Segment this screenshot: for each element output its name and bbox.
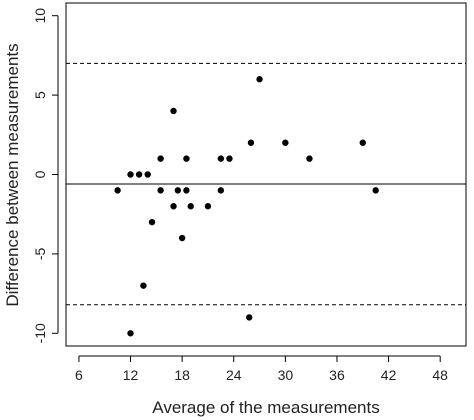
data-point (187, 203, 194, 210)
x-axis: 6 12 18 24 30 36 42 48 (75, 355, 448, 383)
data-point (144, 171, 151, 178)
y-tick-label: 5 (32, 91, 48, 99)
reference-lines (66, 62, 466, 306)
x-axis-title: Average of the measurements (152, 398, 379, 417)
x-tick-label: 30 (278, 367, 294, 383)
y-tick-label: 0 (32, 170, 48, 178)
x-tick-label: 42 (381, 367, 397, 383)
data-point (157, 187, 164, 194)
x-tick-label: 48 (432, 367, 448, 383)
data-point (246, 314, 253, 321)
data-point (148, 218, 156, 226)
data-point (204, 203, 212, 210)
data-point (178, 234, 186, 242)
y-tick-label: -10 (32, 323, 48, 343)
x-tick-label: 6 (75, 367, 83, 383)
x-tick-label: 18 (174, 367, 190, 383)
data-point (256, 76, 263, 83)
data-point (140, 282, 147, 289)
data-point (127, 171, 134, 178)
data-points (114, 76, 379, 337)
data-point (282, 139, 289, 146)
data-point (359, 139, 366, 146)
data-point (127, 330, 134, 337)
data-point (170, 203, 177, 210)
y-axis: -10 -5 0 5 10 (32, 8, 59, 343)
x-tick-label: 24 (226, 367, 242, 383)
data-point (183, 187, 190, 194)
y-tick-label: -5 (32, 247, 48, 260)
data-point (157, 155, 164, 162)
data-point (226, 155, 233, 162)
x-tick-label: 12 (123, 367, 139, 383)
y-tick-label: 10 (32, 8, 48, 24)
data-point (174, 187, 182, 194)
data-point (183, 155, 190, 162)
data-point (372, 187, 379, 194)
data-point (217, 155, 225, 162)
data-point (247, 139, 255, 146)
x-tick-label: 36 (329, 367, 345, 383)
data-point (217, 187, 225, 194)
data-point (114, 187, 121, 194)
data-point (170, 107, 177, 115)
data-point (135, 171, 143, 178)
plot-frame (65, 2, 467, 347)
data-point (306, 155, 313, 162)
y-axis-title: Difference between measurements (3, 43, 22, 306)
